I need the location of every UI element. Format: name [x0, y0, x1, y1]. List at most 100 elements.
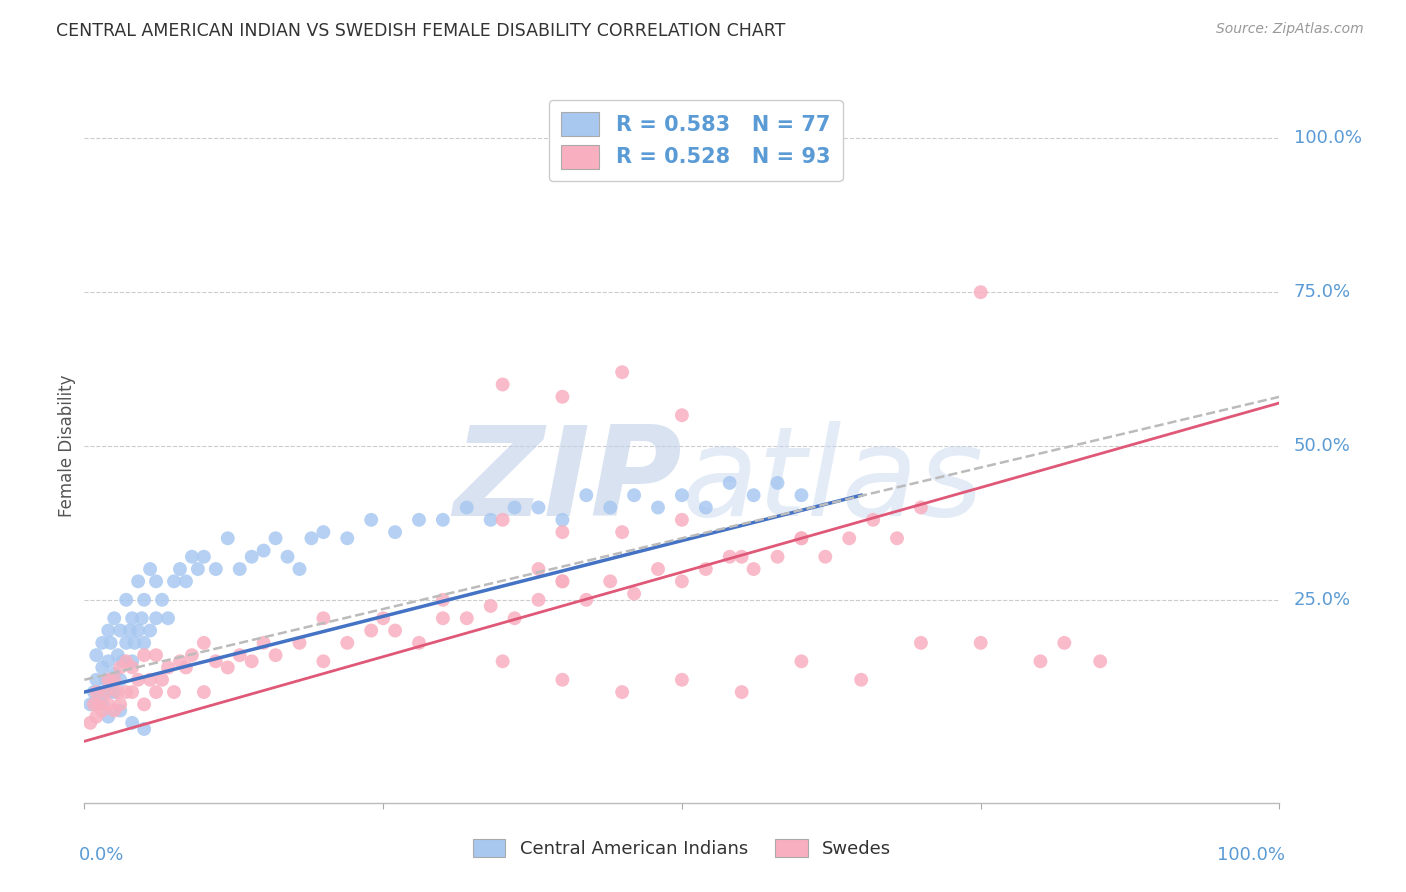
Point: [193, 685, 215, 699]
Point: [115, 592, 138, 607]
Point: [551, 574, 574, 589]
Point: [86, 648, 108, 662]
Point: [150, 592, 173, 607]
Point: [240, 654, 263, 668]
Point: [288, 562, 311, 576]
Point: [851, 673, 873, 687]
Point: [373, 611, 395, 625]
Point: [181, 648, 204, 662]
Point: [599, 574, 621, 589]
Point: [492, 513, 515, 527]
Point: [612, 365, 634, 379]
Point: [181, 549, 204, 564]
Point: [336, 636, 359, 650]
Point: [157, 660, 180, 674]
Text: 50.0%: 50.0%: [1294, 437, 1351, 455]
Point: [612, 685, 634, 699]
Point: [110, 624, 132, 638]
Point: [814, 549, 837, 564]
Point: [157, 611, 180, 625]
Point: [97, 654, 120, 668]
Point: [432, 592, 454, 607]
Point: [623, 488, 645, 502]
Point: [862, 513, 884, 527]
Point: [551, 574, 574, 589]
Point: [790, 531, 813, 545]
Point: [575, 488, 598, 502]
Point: [479, 599, 502, 613]
Point: [145, 611, 167, 625]
Point: [79, 715, 101, 730]
Point: [264, 648, 287, 662]
Point: [127, 624, 149, 638]
Point: [124, 636, 146, 650]
Point: [336, 531, 359, 545]
Point: [94, 685, 117, 699]
Point: [121, 715, 143, 730]
Point: [910, 500, 932, 515]
Point: [91, 636, 114, 650]
Point: [360, 624, 382, 638]
Point: [132, 698, 156, 712]
Point: [103, 666, 125, 681]
Point: [97, 624, 120, 638]
Point: [264, 531, 287, 545]
Point: [150, 673, 173, 687]
Point: [132, 592, 156, 607]
Point: [301, 531, 323, 545]
Point: [492, 377, 515, 392]
Point: [456, 500, 478, 515]
Point: [97, 698, 120, 712]
Point: [97, 709, 120, 723]
Point: [742, 488, 765, 502]
Point: [145, 685, 167, 699]
Text: 75.0%: 75.0%: [1294, 283, 1351, 301]
Point: [384, 525, 406, 540]
Point: [107, 648, 129, 662]
Point: [718, 475, 741, 490]
Point: [384, 624, 406, 638]
Point: [1053, 636, 1076, 650]
Point: [527, 562, 550, 576]
Point: [790, 654, 813, 668]
Text: atlas: atlas: [682, 421, 984, 542]
Point: [97, 673, 120, 687]
Point: [432, 611, 454, 625]
Point: [145, 574, 167, 589]
Text: ZIP: ZIP: [453, 421, 682, 542]
Point: [91, 698, 114, 712]
Point: [79, 698, 101, 712]
Point: [110, 704, 132, 718]
Point: [492, 654, 515, 668]
Point: [503, 611, 526, 625]
Point: [110, 698, 132, 712]
Point: [408, 636, 430, 650]
Point: [1090, 654, 1112, 668]
Point: [695, 562, 717, 576]
Point: [103, 704, 125, 718]
Point: [503, 500, 526, 515]
Point: [695, 500, 717, 515]
Point: [671, 513, 693, 527]
Point: [132, 722, 156, 736]
Point: [121, 654, 143, 668]
Point: [408, 513, 430, 527]
Point: [551, 673, 574, 687]
Point: [174, 574, 197, 589]
Point: [551, 513, 574, 527]
Point: [115, 685, 138, 699]
Point: [83, 685, 105, 699]
Point: [91, 704, 114, 718]
Point: [103, 685, 125, 699]
Point: [118, 624, 141, 638]
Point: [766, 475, 789, 490]
Text: 25.0%: 25.0%: [1294, 591, 1351, 609]
Point: [121, 685, 143, 699]
Point: [94, 673, 117, 687]
Point: [790, 531, 813, 545]
Point: [163, 685, 186, 699]
Point: [187, 562, 209, 576]
Point: [277, 549, 299, 564]
Point: [121, 660, 143, 674]
Point: [240, 549, 263, 564]
